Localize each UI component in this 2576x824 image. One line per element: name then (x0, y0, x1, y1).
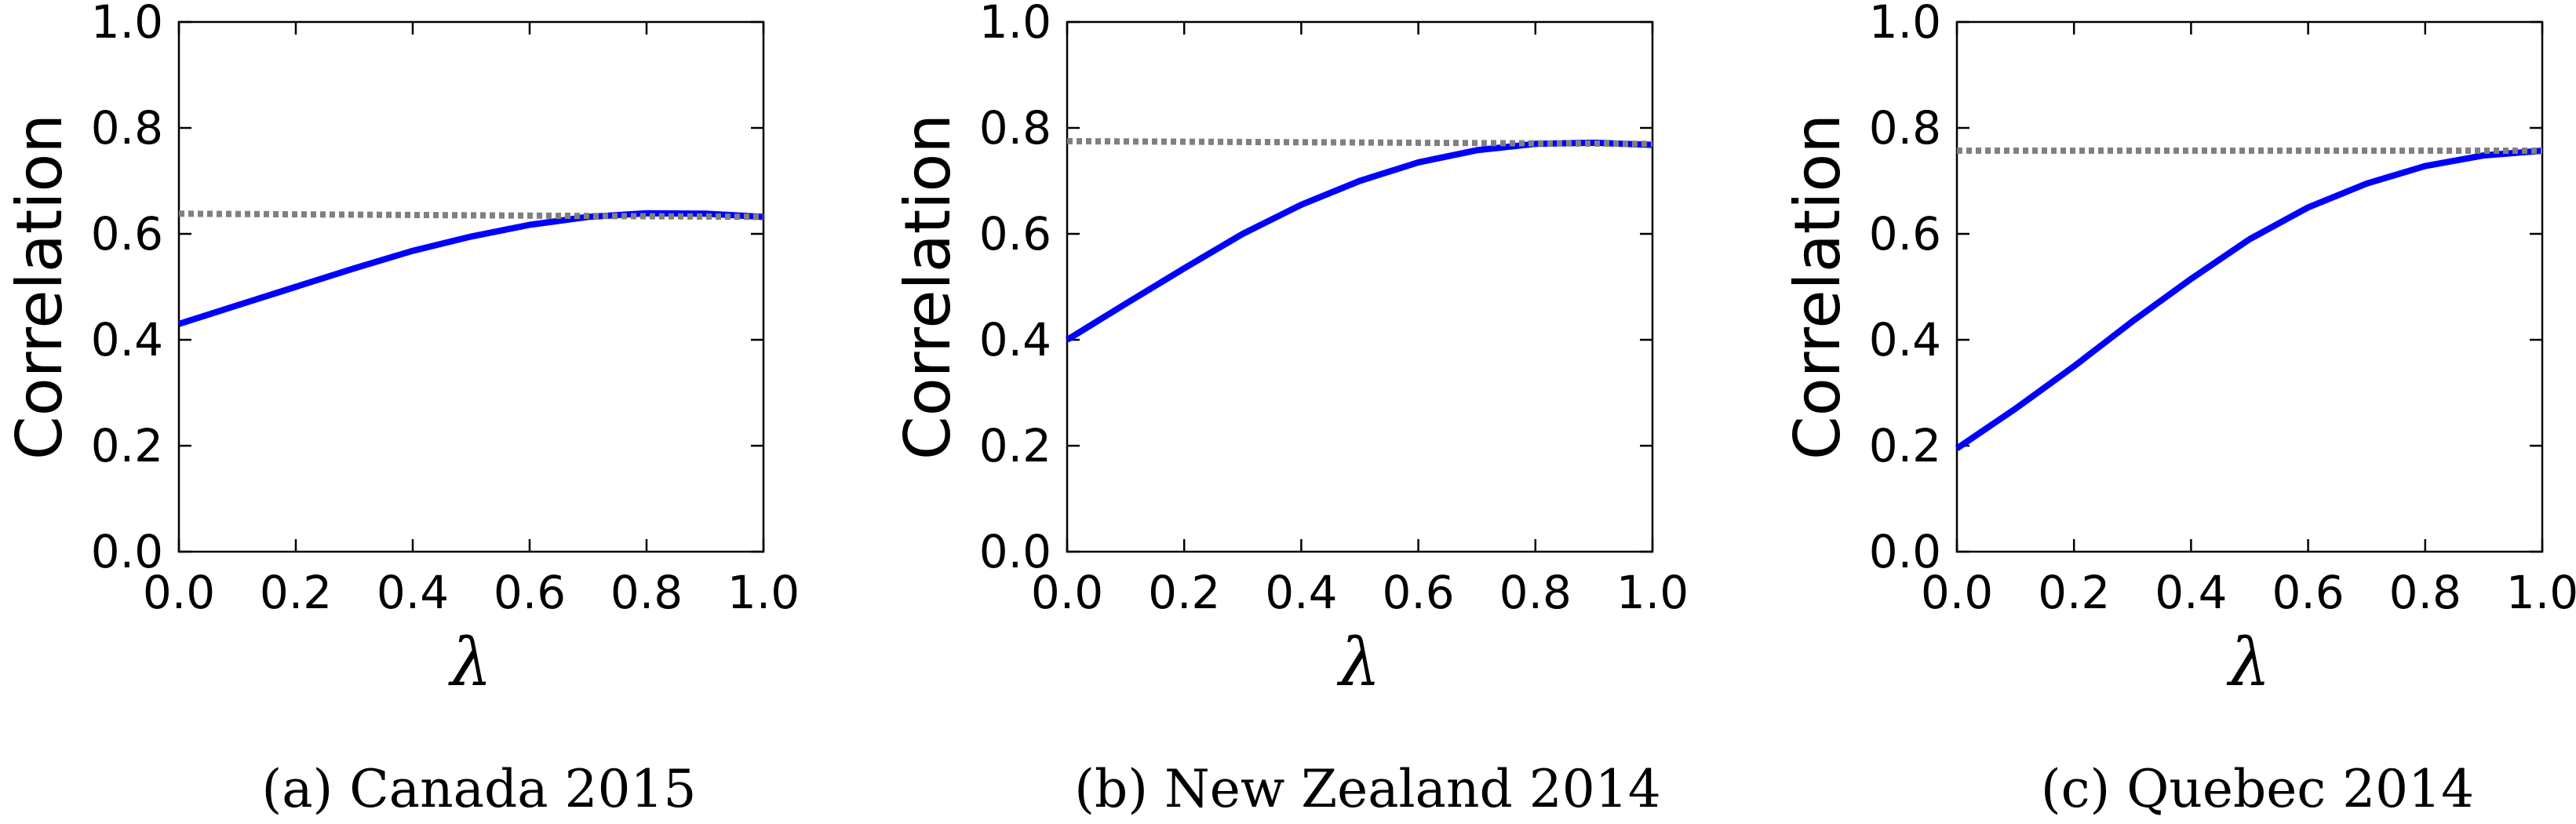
y-axis-label: Correlation (3, 114, 76, 460)
y-tick-label: 1.0 (1869, 0, 1941, 49)
panel-caption: (b) New Zealand 2014 (1074, 759, 1660, 819)
panel-caption: (a) Canada 2015 (261, 759, 696, 819)
y-tick-label: 0.0 (91, 525, 163, 578)
x-tick-label: 0.2 (260, 566, 332, 619)
y-tick-label: 1.0 (91, 0, 163, 49)
x-axis-label: λ (1336, 624, 1380, 701)
x-tick-label: 0.4 (1265, 566, 1337, 619)
chart-panel-3: 0.0 0.2 0.4 0.6 0.8 1.0 0.0 0.2 0.4 0.6 0.8 1.0 Corr… (1781, 0, 2576, 819)
correlation-series-line (177, 210, 764, 327)
y-tick-label: 0.8 (91, 101, 163, 155)
y-tick-label: 0.2 (979, 419, 1051, 472)
y-tick-label: 0.4 (1869, 313, 1941, 366)
x-tick-label: 0.2 (1148, 566, 1220, 619)
x-tick-label: 0.0 (1921, 566, 1993, 619)
x-tick-label: 0.8 (610, 566, 683, 619)
x-tick-label: 1.0 (727, 566, 800, 619)
baseline-series-line (178, 210, 764, 221)
y-tick-label: 0.0 (979, 525, 1051, 578)
x-tick-label: 0.2 (2038, 566, 2110, 619)
correlation-series-line (1955, 148, 2543, 451)
plot-frame (1955, 20, 2544, 553)
baseline-series-line (1066, 137, 1653, 148)
x-tick-label: 0.4 (377, 566, 449, 619)
y-tick-label: 0.6 (91, 207, 163, 261)
panel-caption: (c) Quebec 2014 (2041, 759, 2474, 819)
plot-frame (1066, 20, 1654, 553)
y-tick-label: 0.2 (91, 419, 163, 472)
x-tick-label: 1.0 (2506, 566, 2576, 619)
x-tick-label: 1.0 (1616, 566, 1689, 619)
y-tick-label: 0.2 (1869, 419, 1941, 472)
y-tick-label: 1.0 (979, 0, 1051, 49)
y-axis-label: Correlation (1781, 114, 1854, 460)
chart-panel-1: 0.0 0.2 0.4 0.6 0.8 1.0 0.0 0.2 0.4 0.6 0.8 1.0 Corr… (3, 0, 800, 819)
y-tick-label: 0.4 (979, 313, 1051, 366)
correlation-series-line (1065, 139, 1653, 343)
x-tick-label: 0.0 (1031, 566, 1103, 619)
y-tick-label: 0.8 (979, 101, 1051, 155)
x-tick-label: 0.6 (1382, 566, 1454, 619)
x-tick-label: 0.8 (2389, 566, 2461, 619)
y-tick-label: 0.8 (1869, 101, 1941, 155)
x-axis-label: λ (2226, 624, 2270, 701)
x-tick-label: 0.8 (1499, 566, 1572, 619)
x-tick-label: 0.6 (494, 566, 566, 619)
x-tick-label: 0.6 (2272, 566, 2344, 619)
x-tick-label: 0.0 (143, 566, 215, 619)
y-tick-label: 0.6 (979, 207, 1051, 261)
y-tick-label: 0.6 (1869, 207, 1941, 261)
y-axis-label: Correlation (891, 114, 964, 460)
x-axis-label: λ (448, 624, 492, 701)
y-tick-label: 0.4 (91, 313, 163, 366)
chart-panel-2: 0.0 0.2 0.4 0.6 0.8 1.0 0.0 0.2 0.4 0.6 0.8 1.0 Corr… (891, 0, 1689, 819)
plot-frame (177, 20, 765, 553)
x-tick-label: 0.4 (2155, 566, 2227, 619)
y-tick-label: 0.0 (1869, 525, 1941, 578)
